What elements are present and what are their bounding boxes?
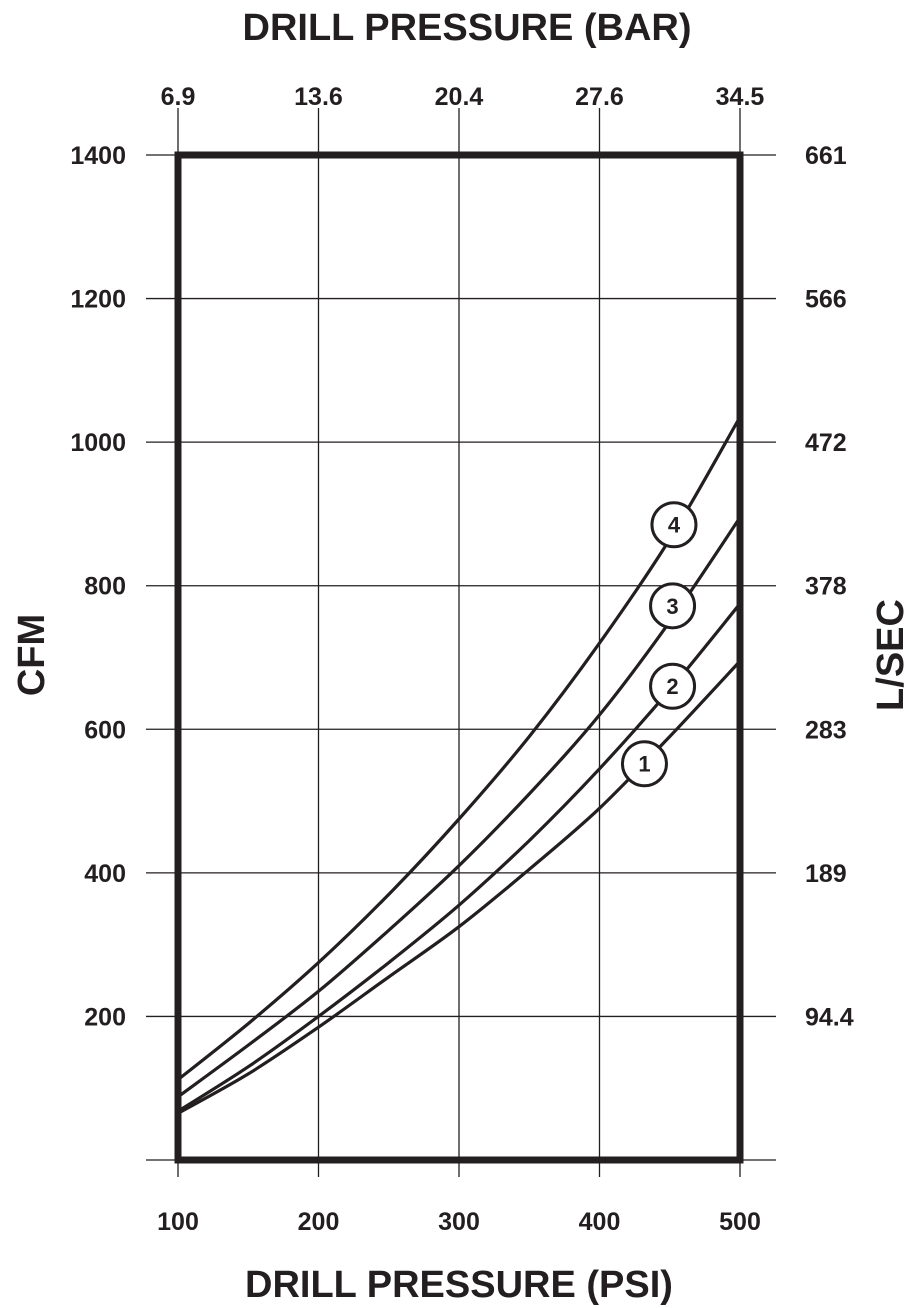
y-right-tick-label: 661: [805, 142, 847, 170]
y-tick-label: 400: [84, 860, 126, 888]
y-tick-label: 1000: [70, 429, 126, 457]
x-axis-title: DRILL PRESSURE (PSI): [245, 1264, 673, 1306]
curve-2-badge: 2: [649, 662, 697, 710]
y-right-tick-label: 472: [805, 429, 847, 457]
grid-lines: [146, 108, 776, 1177]
x-tick-label: 100: [157, 1208, 199, 1236]
curve-3-badge: 3: [649, 582, 697, 630]
y-right-tick-label: 94.4: [805, 1003, 854, 1031]
y-tick-label: 1400: [70, 142, 126, 170]
x-top-tick-label: 13.6: [294, 83, 343, 111]
badge-label: 4: [668, 513, 681, 538]
tick-labels: 100 6.9 200 13.6 300 20.4 400 27.6 500 34.5 200 94.…: [70, 83, 853, 1236]
y-right-tick-label: 378: [805, 573, 847, 601]
curve-4-badge: 4: [650, 501, 698, 549]
x-tick-label: 400: [579, 1208, 621, 1236]
y-tick-label: 600: [84, 716, 126, 744]
x-tick-label: 500: [719, 1208, 761, 1236]
x-tick-label: 200: [298, 1208, 340, 1236]
badge-circle: [650, 501, 698, 549]
badge-label: 3: [666, 594, 678, 619]
right-axis-title: L/SEC: [870, 599, 909, 711]
curve-1-badge: 1: [620, 740, 668, 788]
badge-label: 1: [638, 752, 650, 777]
series-2-curve: [177, 602, 742, 1113]
y-right-tick-label: 189: [805, 860, 847, 888]
x-top-tick-label: 34.5: [716, 83, 765, 111]
series-4-curve: [177, 416, 742, 1081]
y-tick-label: 800: [84, 573, 126, 601]
y-right-tick-label: 283: [805, 716, 847, 744]
y-tick-label: 1200: [70, 286, 126, 314]
badge-circle: [649, 582, 697, 630]
badge-circle: [620, 740, 668, 788]
plot-frame: [174, 151, 744, 1164]
x-top-tick-label: 20.4: [435, 83, 484, 111]
y-tick-label: 200: [84, 1003, 126, 1031]
series-labels: 1 2 3 4: [620, 501, 698, 788]
y-axis-title: CFM: [11, 614, 53, 696]
x-top-tick-label: 27.6: [575, 83, 624, 111]
x-tick-label: 300: [438, 1208, 480, 1236]
badge-label: 2: [666, 674, 678, 699]
y-right-tick-label: 566: [805, 286, 847, 314]
chart-title: DRILL PRESSURE (BAR): [243, 7, 692, 49]
x-top-tick-label: 6.9: [161, 83, 196, 111]
badge-circle: [649, 662, 697, 710]
series-3-curve: [177, 516, 742, 1099]
